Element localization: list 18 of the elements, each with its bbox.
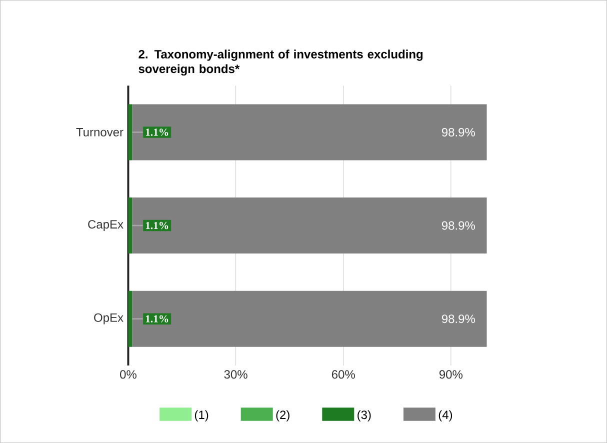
x-tick-label: 60% — [332, 370, 355, 379]
data-label: 98.9% — [442, 221, 475, 230]
y-tick-label: OpEx — [94, 313, 124, 324]
data-label: 1.1% — [146, 315, 168, 322]
y-tick-label: Turnover — [76, 128, 124, 136]
data-label: 1.1% — [146, 128, 168, 136]
x-tick-label: 0% — [120, 370, 136, 379]
data-label: 98.9% — [442, 128, 475, 136]
legend-label: (2) — [276, 410, 290, 422]
legend-label: (4) — [438, 410, 452, 422]
chart-title: 2. Taxonomy-alignment of investments excluding sovereign bonds* — [138, 50, 423, 76]
data-label: 1.1% — [146, 222, 168, 230]
x-tick-label: 90% — [439, 370, 462, 379]
x-tick-label: 30% — [224, 370, 248, 379]
y-tick-label: CapEx — [88, 220, 124, 231]
legend-label: (1) — [194, 410, 208, 422]
legend-label: (3) — [358, 410, 371, 422]
data-label: 98.9% — [442, 314, 475, 324]
